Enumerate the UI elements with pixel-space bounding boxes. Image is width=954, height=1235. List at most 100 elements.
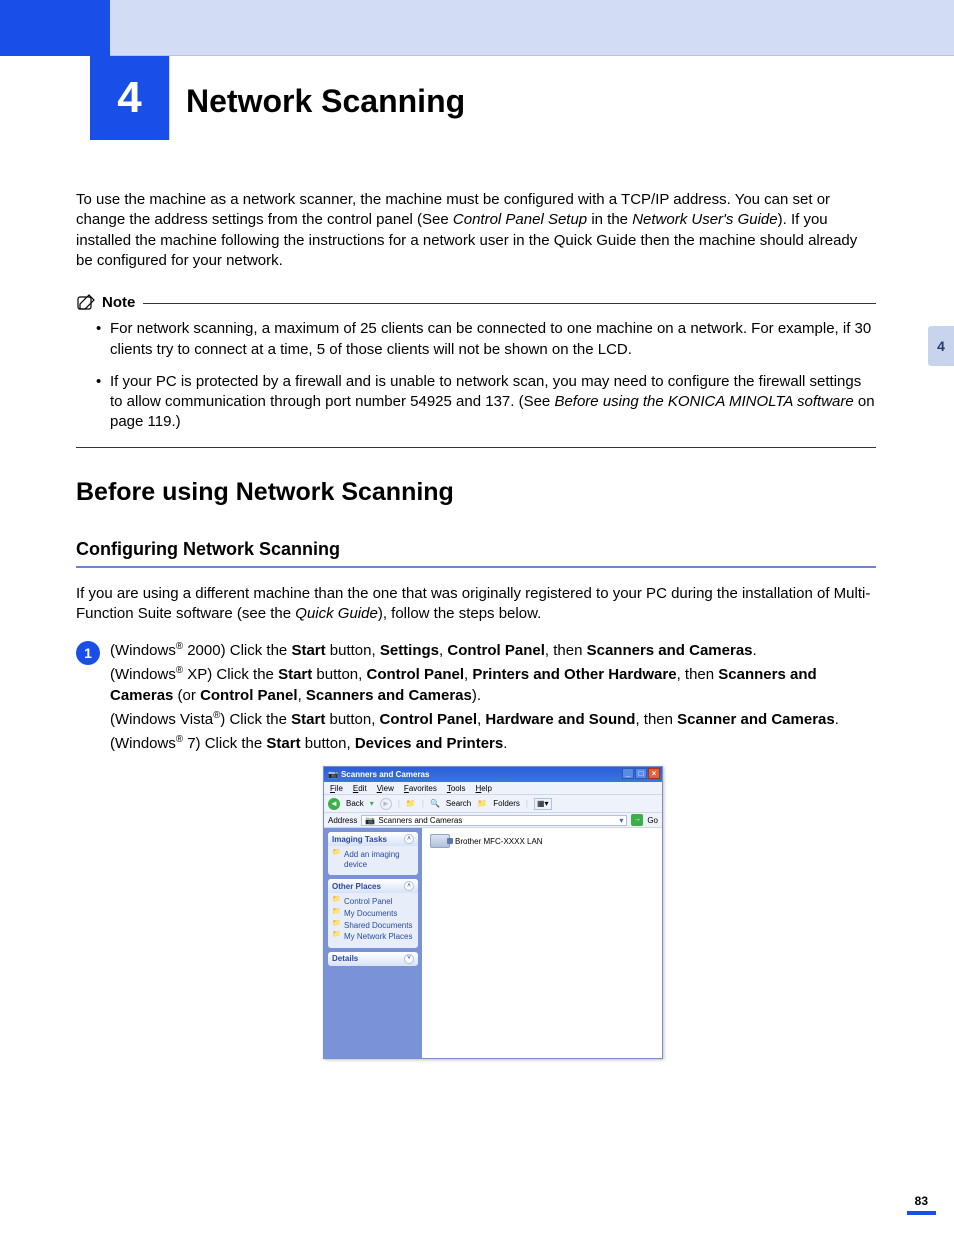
chapter-number: 4 — [117, 68, 141, 127]
xp-menu-favorites[interactable]: Favorites — [404, 784, 437, 794]
t: (or — [173, 687, 200, 704]
kw-scanners-cameras-2: Scanners and Cameras — [306, 687, 472, 704]
config-intro: If you are using a different machine tha… — [76, 584, 876, 625]
xp-sep-2: | — [422, 799, 424, 809]
xp-link-shared-documents[interactable]: Shared Documents — [332, 920, 414, 932]
xp-camera-icon: 📷 — [328, 770, 338, 780]
xp-toolbar: ◄ Back ▾ ► | 📁 | 🔍 Search 📁 Folders | ▦▾ — [324, 795, 662, 813]
xp-scanner-item[interactable]: Brother MFC-XXXX LAN — [430, 834, 654, 848]
xp-address-camera-icon: 📷 — [365, 816, 375, 826]
t: (Windows — [110, 735, 176, 752]
t: button, — [301, 735, 355, 752]
step-win2000: (Windows® 2000) Click the Start button, … — [110, 640, 876, 661]
intro-ref-2: Network User's Guide — [632, 211, 777, 228]
kw-printers-other-hw: Printers and Other Hardware — [472, 666, 676, 683]
kw-control-panel: Control Panel — [380, 711, 478, 728]
xp-maximize-button[interactable]: □ — [635, 768, 647, 779]
reg-mark: ® — [176, 734, 183, 745]
subsection-heading: Configuring Network Scanning — [76, 537, 876, 567]
note-item-1: For network scanning, a maximum of 25 cl… — [96, 319, 876, 360]
xp-go-label[interactable]: Go — [647, 816, 658, 826]
xp-panel-details: Details ˅ — [328, 952, 418, 966]
header-light-block — [110, 0, 954, 56]
xp-folders-label[interactable]: Folders — [493, 799, 520, 809]
kw-start: Start — [266, 735, 300, 752]
xp-views-icon[interactable]: ▦▾ — [534, 798, 552, 810]
xp-chevron-up-icon[interactable]: ˄ — [404, 834, 414, 844]
xp-go-button[interactable]: → — [631, 814, 643, 826]
t: (Windows — [110, 642, 176, 659]
xp-minimize-button[interactable]: _ — [622, 768, 634, 779]
step-number-badge: 1 — [76, 641, 100, 665]
t: . — [503, 735, 507, 752]
step-winvista: (Windows Vista®) Click the Start button,… — [110, 709, 876, 730]
xp-link-my-documents[interactable]: My Documents — [332, 908, 414, 920]
xp-menubar: File Edit View Favorites Tools Help — [324, 782, 662, 795]
t: 2000) Click the — [183, 642, 291, 659]
xp-panel-other-header[interactable]: Other Places ˄ — [328, 879, 418, 893]
xp-back-dropdown-icon[interactable]: ▾ — [370, 799, 374, 809]
xp-address-dropdown-icon[interactable]: ▾ — [619, 816, 623, 826]
t: , then — [545, 642, 587, 659]
t: (Windows — [110, 666, 176, 683]
intro-ref-1: Control Panel Setup — [453, 211, 587, 228]
xp-scanner-icon — [430, 834, 450, 848]
xp-close-button[interactable]: × — [648, 768, 660, 779]
xp-panel-details-header[interactable]: Details ˅ — [328, 952, 418, 966]
xp-panel-other-title: Other Places — [332, 882, 381, 892]
kw-hardware-sound: Hardware and Sound — [485, 711, 635, 728]
t: . — [753, 642, 757, 659]
kw-settings: Settings — [380, 642, 439, 659]
xp-menu-help[interactable]: Help — [476, 784, 492, 794]
xp-main-pane[interactable]: Brother MFC-XXXX LAN — [422, 828, 662, 1058]
section-heading: Before using Network Scanning — [76, 476, 876, 510]
t: , — [298, 687, 306, 704]
kw-devices-printers: Devices and Printers — [355, 735, 503, 752]
xp-window: 📷 Scanners and Cameras _ □ × File Edit V… — [323, 766, 663, 1059]
t: . — [835, 711, 839, 728]
t: 7) Click the — [183, 735, 266, 752]
t: button, — [325, 711, 379, 728]
xp-chevron-up-icon-2[interactable]: ˄ — [404, 881, 414, 891]
t: (Windows Vista — [110, 711, 213, 728]
chapter-number-box: 4 — [90, 56, 170, 140]
xp-back-label[interactable]: Back — [346, 799, 364, 809]
header-accent-block — [0, 0, 110, 56]
xp-back-icon[interactable]: ◄ — [328, 798, 340, 810]
xp-folders-icon[interactable]: 📁 — [477, 799, 487, 809]
xp-menu-file[interactable]: File — [330, 784, 343, 794]
xp-link-my-network-places[interactable]: My Network Places — [332, 931, 414, 943]
note-label: Note — [102, 293, 135, 313]
reg-mark: ® — [176, 641, 183, 652]
t: ) Click the — [220, 711, 291, 728]
kw-start: Start — [291, 711, 325, 728]
step-winxp: (Windows® XP) Click the Start button, Co… — [110, 664, 876, 706]
xp-address-input[interactable]: 📷 Scanners and Cameras ▾ — [361, 815, 627, 826]
kw-control-panel: Control Panel — [447, 642, 545, 659]
xp-panel-imaging-header[interactable]: Imaging Tasks ˄ — [328, 832, 418, 846]
step-win7: (Windows® 7) Click the Start button, Dev… — [110, 733, 876, 754]
xp-forward-icon[interactable]: ► — [380, 798, 392, 810]
page-number: 83 — [907, 1191, 936, 1215]
xp-link-add-imaging[interactable]: Add an imaging device — [332, 849, 414, 870]
t: button, — [326, 642, 380, 659]
t: button, — [312, 666, 366, 683]
xp-link-control-panel[interactable]: Control Panel — [332, 896, 414, 908]
kw-scanner-cameras: Scanner and Cameras — [677, 711, 835, 728]
xp-chevron-down-icon[interactable]: ˅ — [404, 954, 414, 964]
xp-search-icon[interactable]: 🔍 — [430, 799, 440, 809]
intro-paragraph: To use the machine as a network scanner,… — [76, 190, 876, 271]
xp-menu-tools[interactable]: Tools — [447, 784, 466, 794]
kw-start: Start — [291, 642, 325, 659]
reg-mark: ® — [176, 665, 183, 676]
page-header-bar — [0, 0, 954, 56]
kw-scanners-cameras: Scanners and Cameras — [587, 642, 753, 659]
xp-up-icon[interactable]: 📁 — [406, 799, 416, 809]
xp-sep-3: | — [526, 799, 528, 809]
xp-search-label[interactable]: Search — [446, 799, 471, 809]
t: XP) Click the — [183, 666, 278, 683]
xp-menu-edit[interactable]: Edit — [353, 784, 367, 794]
xp-panel-imaging: Imaging Tasks ˄ Add an imaging device — [328, 832, 418, 875]
xp-titlebar[interactable]: 📷 Scanners and Cameras _ □ × — [324, 767, 662, 782]
xp-menu-view[interactable]: View — [377, 784, 394, 794]
